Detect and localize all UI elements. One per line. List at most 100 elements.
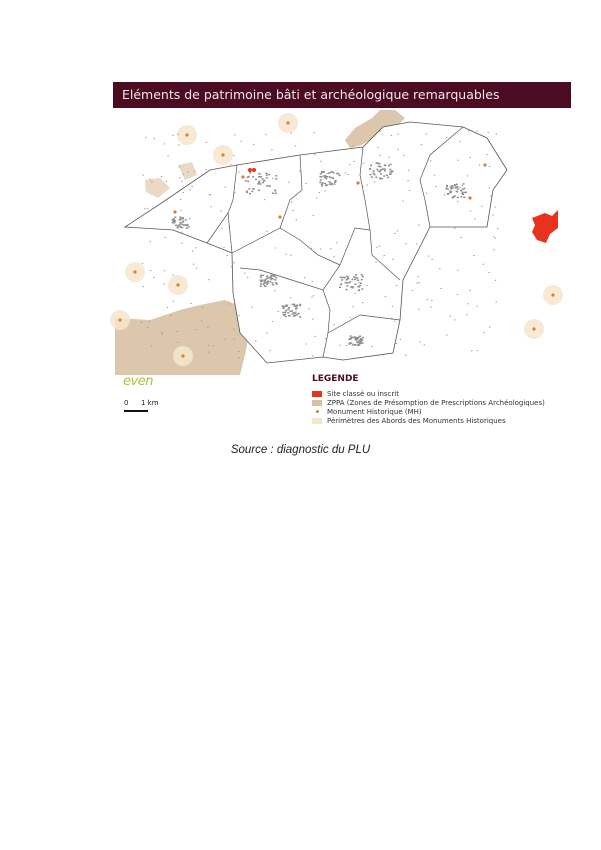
building-mark [405, 243, 407, 245]
building-mark [268, 173, 271, 176]
building-mark [350, 286, 353, 288]
building-mark [354, 339, 357, 341]
building-mark [153, 138, 155, 140]
building-mark [347, 174, 350, 176]
building-mark [288, 307, 291, 309]
building-mark [449, 190, 452, 192]
building-mark [176, 330, 178, 332]
building-mark [372, 172, 375, 175]
building-mark [456, 294, 459, 296]
building-mark [349, 281, 352, 283]
building-mark [275, 276, 278, 279]
building-mark [178, 144, 180, 146]
building-mark [257, 181, 260, 184]
building-mark [358, 342, 361, 344]
building-mark [333, 183, 336, 185]
building-mark [346, 285, 349, 287]
building-mark [493, 249, 495, 251]
building-mark [319, 179, 322, 181]
building-mark [311, 296, 313, 298]
building-mark [433, 174, 436, 176]
building-mark [149, 240, 152, 242]
building-mark [369, 173, 372, 176]
building-mark [270, 274, 273, 276]
building-mark [426, 299, 428, 301]
building-mark [172, 134, 174, 136]
building-mark [450, 187, 453, 190]
monument-marker [118, 318, 122, 322]
building-mark [319, 248, 322, 250]
building-mark [210, 206, 212, 208]
building-mark [163, 270, 166, 272]
building-mark [150, 345, 153, 347]
building-mark [456, 196, 459, 199]
building-mark [358, 285, 361, 288]
building-mark [174, 216, 177, 218]
building-mark [476, 130, 478, 132]
building-mark [327, 172, 330, 174]
building-mark [430, 306, 432, 308]
building-mark [488, 272, 490, 274]
building-mark [181, 218, 184, 220]
building-mark [455, 186, 458, 189]
building-mark [308, 308, 310, 310]
building-mark [431, 258, 433, 260]
building-mark [259, 176, 262, 178]
building-mark [363, 162, 365, 164]
building-mark [362, 186, 364, 188]
building-mark [195, 267, 198, 269]
building-mark [273, 275, 276, 277]
building-mark [346, 275, 349, 278]
building-mark [266, 185, 269, 187]
building-mark [403, 154, 405, 156]
building-mark [397, 133, 399, 135]
building-mark [267, 280, 270, 283]
building-mark [184, 219, 187, 221]
building-mark [351, 287, 354, 289]
building-mark [269, 281, 272, 283]
building-mark [269, 275, 272, 278]
building-mark [265, 281, 268, 283]
building-mark [179, 216, 182, 218]
building-mark [431, 300, 433, 302]
building-mark [345, 288, 348, 291]
building-mark [173, 221, 176, 223]
building-mark [495, 133, 498, 135]
building-mark [336, 172, 339, 175]
building-mark [251, 190, 254, 193]
building-mark [417, 224, 420, 226]
building-mark [370, 164, 373, 167]
building-mark [420, 144, 423, 146]
building-mark [185, 227, 188, 230]
building-mark [195, 247, 197, 249]
building-mark [453, 184, 456, 186]
building-mark [356, 277, 359, 279]
building-mark [195, 329, 197, 331]
building-mark [389, 173, 392, 176]
building-mark [373, 181, 376, 183]
building-mark [371, 346, 374, 348]
building-mark [354, 292, 356, 294]
building-mark [172, 274, 174, 276]
building-mark [387, 164, 390, 167]
legend-item-mh: Monument Historique (MH) [312, 407, 545, 416]
building-mark [176, 227, 179, 229]
building-mark [349, 317, 352, 319]
building-mark [258, 172, 261, 175]
building-mark [233, 155, 235, 157]
building-mark [345, 282, 348, 284]
map-title: Eléments de patrimoine bâti et archéolog… [113, 82, 571, 108]
building-mark [328, 181, 331, 183]
building-mark [469, 156, 472, 158]
building-mark [182, 192, 185, 194]
building-mark [359, 335, 362, 337]
legend-item-perimeter: Périmètres des Abords des Monuments Hist… [312, 416, 545, 425]
building-mark [457, 159, 459, 161]
building-mark [473, 255, 475, 257]
building-mark [343, 276, 346, 279]
building-mark [383, 175, 386, 177]
building-mark [177, 133, 180, 135]
building-mark [324, 190, 326, 192]
building-mark [361, 339, 364, 341]
